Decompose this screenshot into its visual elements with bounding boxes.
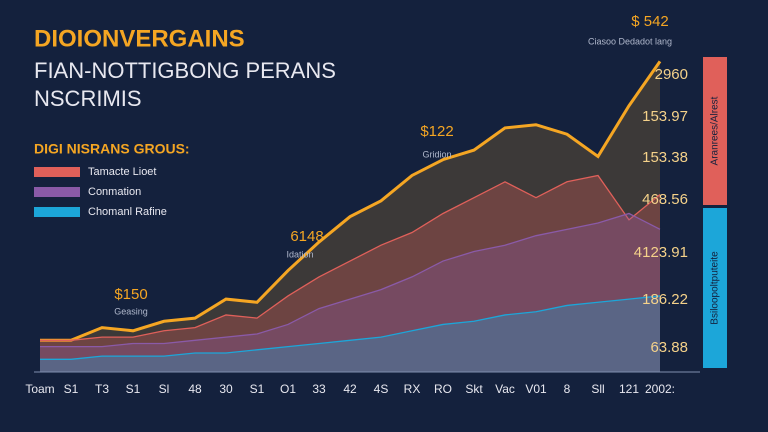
annotation-value: $122 [420, 123, 453, 140]
chart-subtitle: FIAN-NOTTIGBONG PERANS [34, 58, 336, 83]
x-tick-label: Skt [465, 382, 483, 396]
series-line [40, 174, 661, 341]
annotation-note: Ciasoo Dedadot lang [588, 36, 672, 46]
annotation-note: Geasing [114, 306, 148, 316]
side-label: 2960 [655, 66, 688, 83]
side-label: 4123.91 [634, 244, 688, 261]
x-tick-label: Toam [25, 382, 54, 396]
annotation-value: 6148 [290, 228, 323, 245]
annotation-note: Gridion [422, 149, 451, 159]
legend-label: Chomanl Rafine [88, 206, 167, 218]
legend-swatch [34, 207, 80, 217]
annotation-value: $150 [114, 286, 147, 303]
side-label: 63.88 [650, 339, 688, 356]
side-bar [703, 208, 727, 368]
x-tick-label: 4S [374, 382, 389, 396]
x-tick-label: 42 [343, 382, 357, 396]
side-label: 153.97 [642, 108, 688, 125]
x-tick-label: Sll [591, 382, 604, 396]
side-label: 186.22 [642, 291, 688, 308]
side-label: 153.38 [642, 149, 688, 166]
series-area [40, 213, 660, 372]
x-tick-label: 33 [312, 382, 326, 396]
x-tick-label: T3 [95, 382, 109, 396]
legend-label: Conmation [88, 186, 141, 198]
series-line [40, 295, 661, 360]
x-tick-label: S1 [250, 382, 265, 396]
x-tick-label: S1 [126, 382, 141, 396]
x-tick-label: RO [434, 382, 452, 396]
chart-subtitle: NSCRIMIS [34, 86, 142, 111]
x-tick-label: Sl [159, 382, 170, 396]
series-line [40, 212, 661, 348]
annotation-note: Idation [286, 249, 313, 259]
x-tick-label: 2002: [645, 382, 675, 396]
x-tick-label: V01 [525, 382, 547, 396]
legend-title: DIGI NISRANS GROUS: [34, 141, 190, 157]
x-tick-label: 48 [188, 382, 202, 396]
side-bar-label: Aranrees/Alrest [710, 96, 721, 165]
side-bar [703, 57, 727, 205]
x-tick-label: 121 [619, 382, 639, 396]
chart-title: DIOIONVERGAINS [34, 25, 245, 52]
x-tick-label: RX [404, 382, 421, 396]
x-tick-label: S1 [64, 382, 79, 396]
x-tick-label: Vac [495, 382, 515, 396]
legend-swatch [34, 167, 80, 177]
series-area [40, 175, 660, 372]
top-line [40, 60, 662, 342]
x-tick-label: 30 [219, 382, 233, 396]
side-bar-label: Bsiloopoltputeite [710, 251, 721, 325]
legend-label: Tamacte Lioet [88, 166, 156, 178]
x-tick-label: O1 [280, 382, 296, 396]
side-label: 468.56 [642, 191, 688, 208]
legend-swatch [34, 187, 80, 197]
annotation-value: $ 542 [631, 13, 669, 30]
x-tick-label: 8 [564, 382, 571, 396]
